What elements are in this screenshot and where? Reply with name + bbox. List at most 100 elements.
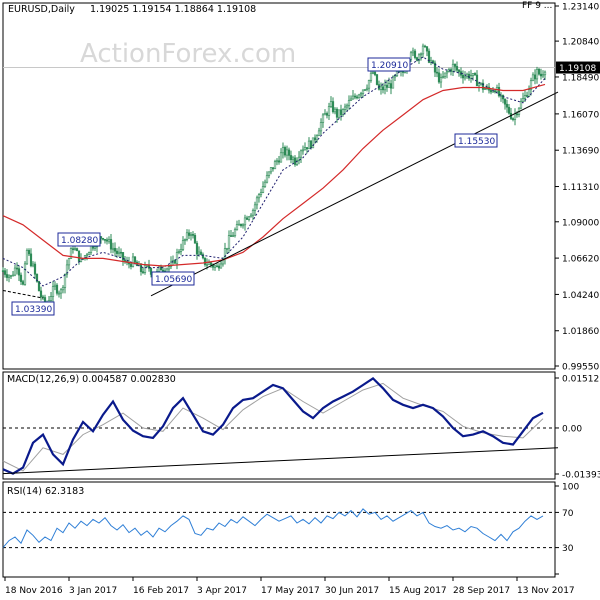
axis-layer: 1.23140 1.20840 1.18490 1.16070 1.13690 1.113… <box>4 3 600 596</box>
candle-body <box>255 197 259 206</box>
candle-body <box>101 238 105 240</box>
candle-body <box>465 73 469 77</box>
candle-body <box>299 150 303 158</box>
price-layer: 1.08280 1.03390 1.05690 1.20910 1.15530 <box>1 43 559 316</box>
candle-body <box>85 254 89 257</box>
candle-body <box>441 76 445 79</box>
candle-body <box>233 229 237 237</box>
candle-body <box>525 95 529 97</box>
candle-body <box>433 62 437 73</box>
candle-body <box>505 103 509 108</box>
candle-body <box>387 83 391 88</box>
symbol-label: EURUSD,Daily <box>8 4 75 15</box>
candle-body <box>285 149 289 156</box>
candle-body <box>55 284 59 294</box>
candle-body <box>283 147 287 156</box>
candle-body <box>463 75 467 79</box>
candle-body <box>195 242 199 255</box>
candle-body <box>35 273 39 282</box>
candle-body <box>223 248 227 260</box>
candle-body <box>469 75 473 79</box>
candle-body <box>117 251 121 254</box>
annotation-box <box>367 57 411 72</box>
annotation-label: 1.15530 <box>458 137 495 147</box>
candle-body <box>121 252 125 261</box>
candle-body <box>207 262 211 265</box>
candle-body <box>225 247 229 250</box>
candle-body <box>15 267 19 270</box>
candle-body <box>215 265 219 268</box>
candle-body <box>129 263 133 267</box>
rsi-axis-tick-label: 100 <box>562 483 579 493</box>
macd-trendline <box>2 447 559 475</box>
annotation-box <box>454 133 498 148</box>
candle-body <box>423 45 427 48</box>
candle-body <box>65 264 69 275</box>
candle-body <box>279 152 283 163</box>
candle-body <box>181 240 185 250</box>
price-axis-tick-label: 1.13690 <box>562 147 599 157</box>
x-axis-tick-label: 3 Jan 2017 <box>69 586 117 596</box>
candle-body <box>261 186 265 193</box>
candle-body <box>497 87 501 97</box>
candle-body <box>69 248 73 259</box>
candle-body <box>471 73 475 76</box>
candle-body <box>511 118 515 120</box>
candle-body <box>67 258 71 266</box>
candle-body <box>119 251 123 254</box>
candle-body <box>167 266 171 270</box>
candle-body <box>325 113 329 116</box>
candle-body <box>109 239 113 250</box>
ma-slow-line <box>2 83 546 267</box>
candle-body <box>39 290 43 298</box>
candle-body <box>409 52 413 60</box>
rsi-axis-tick-label: 70 <box>562 509 574 519</box>
candle-body <box>389 83 393 89</box>
candle-body <box>229 235 233 237</box>
candle-body <box>333 108 337 113</box>
candle-body <box>23 263 27 285</box>
candle-body <box>141 271 145 273</box>
candle-body <box>327 106 331 116</box>
candle-body <box>293 157 297 165</box>
candle-body <box>71 248 75 250</box>
candle-body <box>191 234 195 236</box>
candle-body <box>89 245 93 253</box>
candle-body <box>523 95 527 99</box>
candle-body <box>445 71 449 74</box>
candle-body <box>93 246 97 249</box>
annotation-box <box>151 271 195 286</box>
candle-body <box>259 192 263 195</box>
candle-body <box>439 77 443 83</box>
ohlc-label: 1.19025 1.19154 1.18864 1.19108 <box>90 4 256 15</box>
candle-body <box>533 74 537 80</box>
annotation-label: 1.05690 <box>155 275 192 285</box>
candle-body <box>25 250 29 265</box>
candle-body <box>177 251 181 253</box>
candle-body <box>361 89 365 94</box>
candle-body <box>507 106 511 114</box>
candle-body <box>267 171 271 176</box>
candle-body <box>297 156 301 161</box>
candle-body <box>281 147 285 154</box>
rsi-panel-frame <box>2 481 556 578</box>
candle-body <box>329 101 333 107</box>
candle-body <box>375 74 379 85</box>
candle-body <box>339 109 343 115</box>
candle-body <box>111 247 115 250</box>
candle-body <box>1 270 5 272</box>
macd-panel-frame <box>2 371 556 480</box>
candle-body <box>335 108 339 118</box>
price-axis-tick-label: 1.16070 <box>562 110 599 120</box>
annotation-box <box>57 232 101 247</box>
candle-body <box>3 270 7 275</box>
price-axis-tick-label: 1.20840 <box>562 38 599 48</box>
candle-body <box>197 251 201 255</box>
candle-body <box>139 263 143 272</box>
candle-body <box>473 73 477 76</box>
candle-body <box>173 260 177 264</box>
candle-body <box>309 140 313 149</box>
rsi-axis-tick-label: 30 <box>562 544 574 554</box>
candle-body <box>53 284 57 287</box>
